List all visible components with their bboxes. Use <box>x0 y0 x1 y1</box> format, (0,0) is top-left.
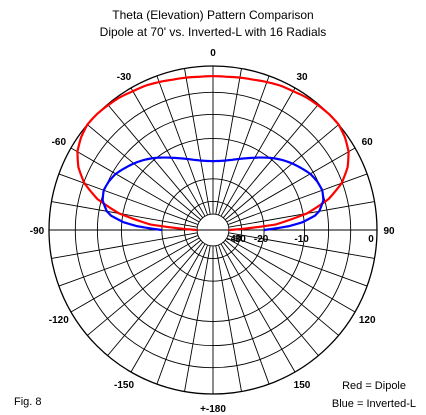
grid-spoke <box>156 75 208 216</box>
radial-label: -20 <box>254 234 269 245</box>
angle-label: -30 <box>117 72 132 83</box>
grid-spoke <box>70 237 200 313</box>
grid-spoke <box>87 239 202 336</box>
grid-spoke <box>222 241 319 356</box>
grid-spoke <box>226 237 356 313</box>
radial-label: -10 <box>294 234 309 245</box>
angle-label: 150 <box>294 380 311 391</box>
grid-spoke <box>130 243 206 373</box>
grid-spoke <box>184 68 211 215</box>
grid-spoke <box>228 232 375 259</box>
legend-dipole: Red = Dipole <box>342 380 406 392</box>
angle-label: +-180 <box>200 404 226 415</box>
angle-label: -150 <box>114 380 134 391</box>
grid-spoke <box>218 75 270 216</box>
grid-spoke <box>87 124 202 221</box>
angle-label: -120 <box>49 315 69 326</box>
grid-spoke <box>215 68 242 215</box>
grid-spoke <box>220 243 296 373</box>
grid-spoke <box>70 147 200 223</box>
grid-spoke <box>226 147 356 223</box>
axis-labels: 0 30 -30 60 -60 90 -90 120 -120 150 -150 +-180 0 -10 -… <box>30 48 395 415</box>
grid-spoke <box>222 104 319 219</box>
grid-spoke <box>58 235 199 287</box>
grid-spoke <box>220 87 296 217</box>
radial-label: -30 <box>231 234 246 245</box>
angle-label: -90 <box>30 226 45 237</box>
angle-label: 60 <box>362 137 374 148</box>
grid-spoke <box>215 245 242 392</box>
legend-inverted-l: Blue = Inverted-L <box>332 398 416 410</box>
polar-grid <box>48 65 378 395</box>
series-inverted-l <box>101 156 325 232</box>
chart-title: Theta (Elevation) Pattern Comparison <box>112 8 313 22</box>
grid-spoke <box>107 104 204 219</box>
radial-label: -40 <box>227 234 242 245</box>
grid-spoke <box>156 244 208 385</box>
grid-spoke <box>58 173 199 225</box>
chart-subtitle: Dipole at 70' vs. Inverted-L with 16 Rad… <box>100 25 327 39</box>
grid-spoke <box>130 87 206 217</box>
grid-spoke <box>227 173 368 225</box>
grid-spoke <box>107 241 204 356</box>
angle-label: 90 <box>383 226 395 237</box>
grid-spoke <box>184 245 211 392</box>
angle-label: -60 <box>52 137 67 148</box>
angle-label: 30 <box>296 72 308 83</box>
grid-spoke <box>218 244 270 385</box>
series-dipole <box>76 75 350 232</box>
angle-label: 0 <box>210 48 216 59</box>
figure-label: Fig. 8 <box>14 396 42 408</box>
grid-spoke <box>227 235 368 287</box>
grid-spoke <box>224 124 339 221</box>
radial-label: 0 <box>368 234 374 245</box>
grid-spoke <box>224 239 339 336</box>
grid-spoke <box>51 232 198 259</box>
angle-label: 120 <box>359 315 376 326</box>
pattern-series <box>76 75 350 232</box>
